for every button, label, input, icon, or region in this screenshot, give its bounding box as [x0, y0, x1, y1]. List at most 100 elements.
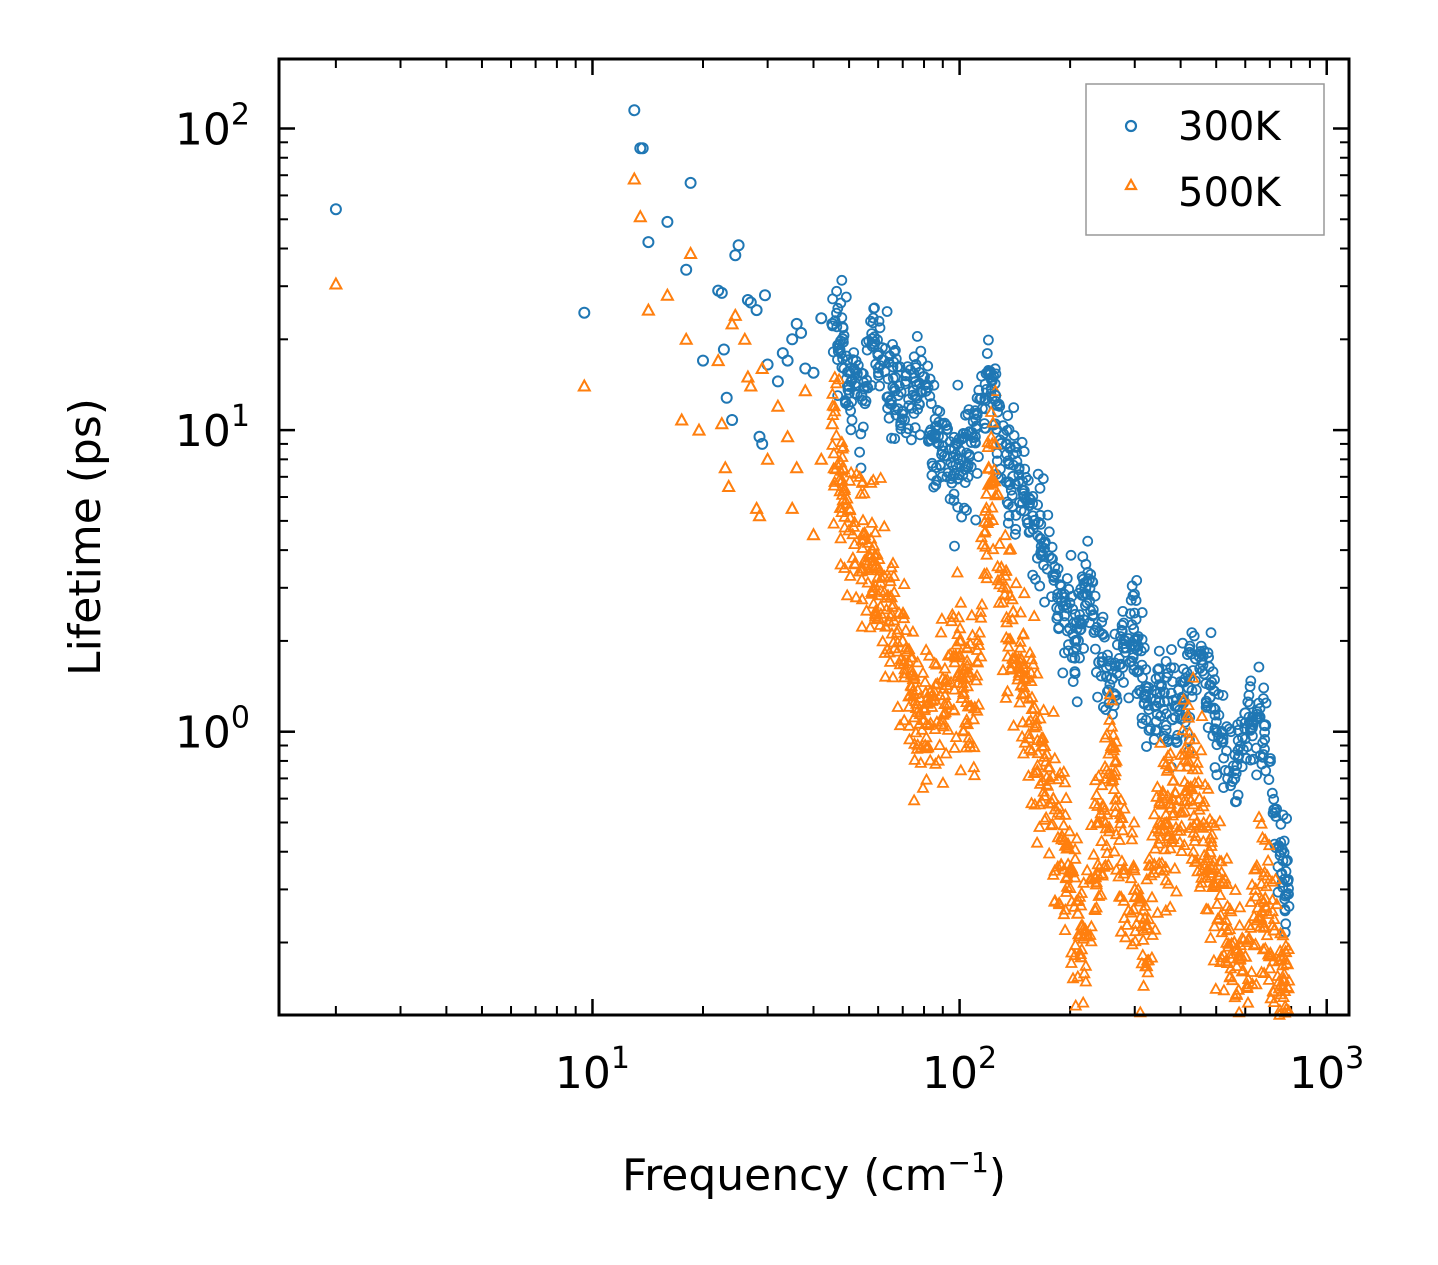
cloud-mark-500k [1101, 857, 1115, 870]
cloud-mark-500k [928, 756, 943, 769]
data-point-500k [1202, 844, 1217, 858]
data-point-300k [1281, 875, 1294, 887]
cloud-mark-500k [1125, 832, 1139, 845]
cloud-mark-500k [979, 487, 994, 499]
cloud-mark-500k [1199, 902, 1213, 914]
cloud-mark-500k [1100, 727, 1114, 740]
data-point-500k [1017, 671, 1032, 685]
cloud-mark-300k [970, 423, 982, 435]
cloud-mark-300k [1191, 684, 1202, 696]
cloud-mark-500k [1136, 948, 1150, 960]
cloud-mark-300k [1237, 732, 1248, 743]
cloud-mark-500k [961, 699, 975, 712]
cloud-mark-300k [1136, 718, 1148, 729]
cloud-mark-500k [1188, 776, 1202, 789]
cloud-mark-500k [1256, 942, 1270, 955]
cloud-mark-500k [1254, 816, 1269, 829]
data-point-500k [981, 460, 996, 474]
cloud-mark-500k [1264, 991, 1278, 1004]
cloud-mark-500k [1204, 931, 1218, 943]
cloud-mark-300k [1006, 490, 1018, 501]
data-point-500k [1258, 890, 1273, 904]
cloud-mark-300k [1208, 702, 1220, 714]
cloud-mark-500k [973, 625, 987, 638]
cloud-mark-500k [1224, 947, 1238, 959]
cloud-mark-500k [918, 675, 932, 687]
cloud-mark-300k [901, 368, 912, 380]
cloud-mark-500k [1041, 779, 1055, 791]
cloud-mark-300k [1129, 607, 1140, 619]
cloud-mark-500k [949, 730, 963, 742]
cloud-mark-500k [925, 700, 939, 712]
cloud-mark-500k [1245, 976, 1259, 989]
data-point-300k [756, 437, 769, 450]
cloud-mark-500k [856, 513, 870, 526]
data-point-500k [798, 383, 813, 397]
cloud-mark-300k [1232, 752, 1244, 764]
cloud-mark-300k [974, 393, 985, 405]
cloud-mark-500k [1115, 854, 1129, 866]
cloud-mark-300k [1038, 559, 1049, 571]
cloud-mark-500k [1076, 921, 1090, 934]
cloud-mark-300k [1071, 696, 1083, 708]
cloud-mark-500k [960, 653, 974, 666]
cloud-mark-300k [903, 400, 915, 412]
cloud-mark-300k [1281, 813, 1292, 824]
cloud-mark-300k [1039, 596, 1050, 608]
cloud-mark-500k [1278, 984, 1292, 996]
cloud-mark-500k [1084, 934, 1098, 947]
cloud-mark-300k [1008, 402, 1020, 414]
cloud-mark-300k [947, 470, 959, 482]
cloud-mark-500k [1024, 665, 1038, 678]
cloud-mark-500k [1169, 820, 1183, 833]
cloud-mark-500k [904, 663, 918, 676]
cloud-mark-300k [927, 460, 939, 472]
data-point-300k [884, 394, 897, 407]
cloud-mark-300k [903, 393, 914, 405]
cloud-mark-500k [1087, 847, 1101, 860]
cloud-mark-500k [877, 585, 891, 597]
data-point-300k [1259, 719, 1272, 732]
data-point-500k [728, 307, 743, 321]
cloud-mark-300k [1079, 588, 1091, 599]
cloud-mark-500k [1159, 873, 1173, 886]
cloud-mark-500k [1181, 698, 1195, 710]
cloud-mark-500k [1203, 812, 1217, 825]
cloud-mark-500k [1114, 890, 1128, 902]
x-tick-label: 102 [922, 1041, 997, 1099]
cloud-mark-500k [1091, 799, 1105, 811]
x-axis-label: Frequency (cm−1) [622, 1146, 1006, 1201]
cloud-mark-500k [1142, 858, 1156, 871]
cloud-mark-500k [1241, 995, 1255, 1008]
cloud-mark-500k [873, 618, 887, 630]
cloud-mark-500k [1261, 907, 1275, 919]
cloud-mark-300k [1229, 749, 1241, 761]
data-point-500k [814, 451, 829, 465]
cloud-mark-500k [884, 560, 898, 573]
data-point-300k [815, 312, 828, 325]
cloud-mark-300k [1280, 918, 1292, 930]
data-point-300k [732, 239, 745, 252]
cloud-mark-500k [941, 723, 955, 735]
cloud-mark-500k [984, 405, 998, 417]
cloud-mark-300k [956, 511, 967, 523]
data-point-300k [744, 296, 757, 309]
cloud-mark-500k [857, 553, 871, 566]
data-point-500k [994, 560, 1009, 574]
cloud-mark-500k [1108, 799, 1122, 812]
data-point-500k [967, 700, 982, 714]
cloud-mark-500k [1063, 881, 1077, 893]
cloud-mark-500k [1175, 844, 1189, 856]
cloud-mark-500k [1207, 919, 1222, 932]
y-tick-label: 101 [175, 399, 250, 457]
cloud-mark-500k [1164, 800, 1178, 813]
cloud-mark-300k [1052, 610, 1064, 622]
data-point-300k [968, 430, 981, 443]
cloud-mark-500k [1058, 923, 1072, 935]
cloud-mark-500k [1177, 838, 1191, 850]
cloud-mark-500k [970, 668, 984, 681]
data-point-500k [627, 171, 642, 185]
cloud-mark-300k [895, 423, 907, 435]
cloud-mark-500k [866, 580, 880, 593]
cloud-mark-500k [1088, 797, 1102, 809]
